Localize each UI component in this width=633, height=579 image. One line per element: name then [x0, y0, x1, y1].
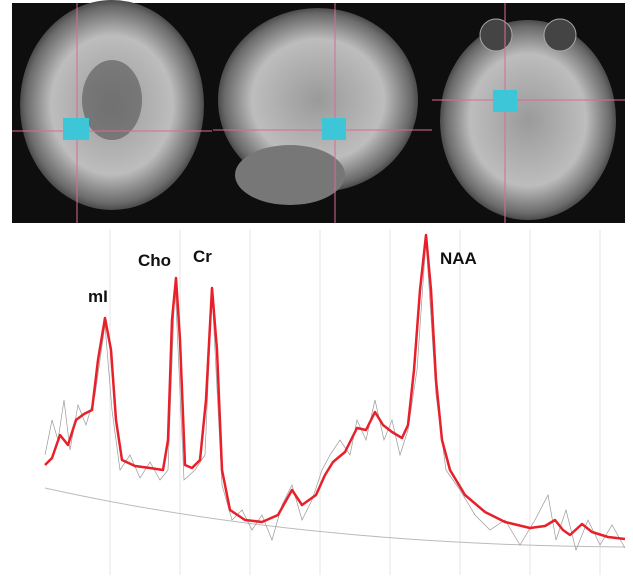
- ventricle: [82, 60, 142, 140]
- cerebellum: [235, 145, 345, 205]
- eye: [480, 19, 512, 51]
- peak-label: NAA: [440, 249, 477, 268]
- sagittal-view: [213, 3, 432, 223]
- peak-label: mI: [88, 287, 108, 306]
- brain-slice: [440, 20, 616, 220]
- peak-label: Cho: [138, 251, 171, 270]
- peak-label: Cr: [193, 247, 212, 266]
- axial-view: [432, 3, 625, 223]
- spectrum: mI Cho Cr NAA: [45, 230, 625, 575]
- eye: [544, 19, 576, 51]
- baseline: [45, 488, 625, 547]
- fitted-spectrum: [45, 235, 625, 539]
- raw-signal: [45, 240, 625, 550]
- figure: mI Cho Cr NAA: [0, 0, 633, 579]
- voxel: [493, 90, 517, 112]
- voxel: [322, 118, 346, 140]
- page: {"peaks": [{"label": "mI"}, {"label": "C…: [0, 0, 633, 579]
- voxel: [63, 118, 89, 140]
- mri-panels: [12, 0, 625, 223]
